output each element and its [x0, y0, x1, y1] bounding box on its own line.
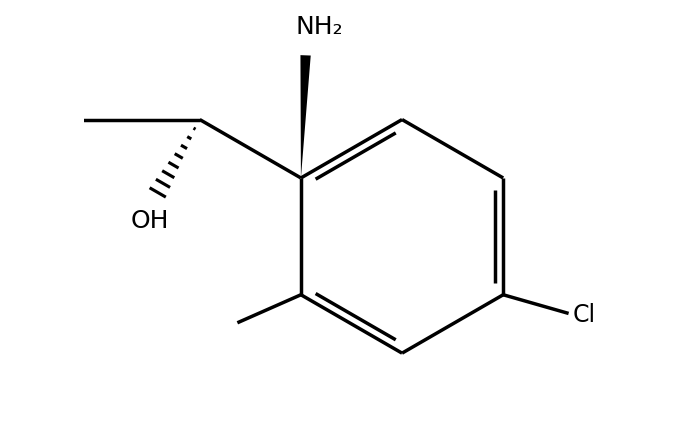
Text: OH: OH — [131, 209, 170, 233]
Text: Cl: Cl — [572, 303, 596, 327]
Polygon shape — [300, 55, 311, 178]
Text: NH₂: NH₂ — [295, 14, 343, 38]
